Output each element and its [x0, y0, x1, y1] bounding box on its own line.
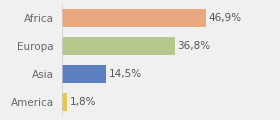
Bar [62, 37, 175, 55]
Bar [62, 9, 206, 27]
Text: 14,5%: 14,5% [109, 69, 142, 79]
Text: 46,9%: 46,9% [209, 13, 242, 23]
Bar [62, 93, 67, 111]
Bar [62, 65, 106, 83]
Text: 1,8%: 1,8% [70, 97, 96, 107]
Text: 36,8%: 36,8% [178, 41, 211, 51]
